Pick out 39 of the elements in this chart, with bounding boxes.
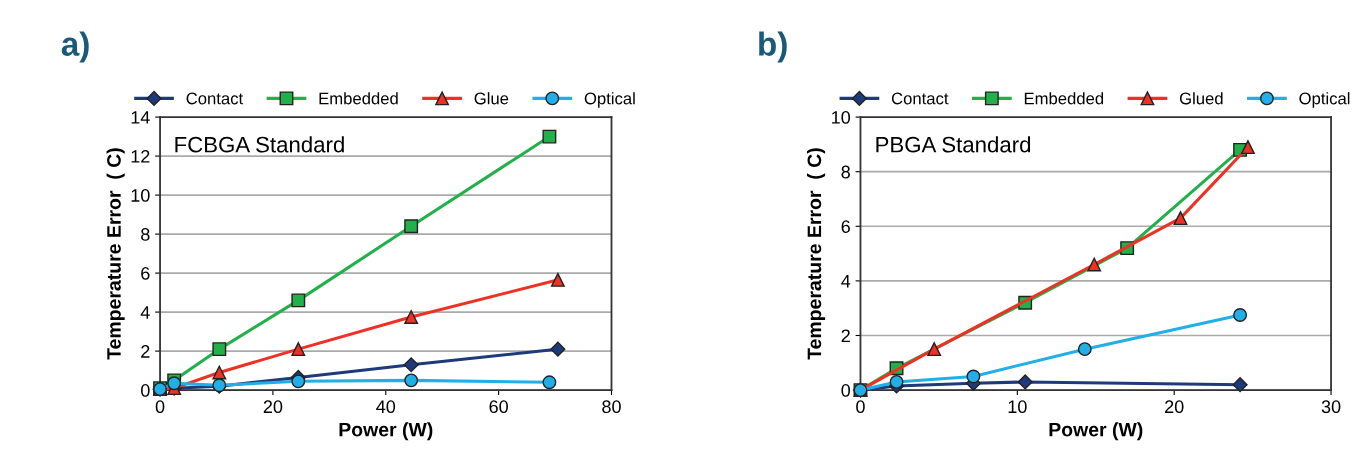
x-tick-label: 20: [263, 400, 283, 414]
legend-label: Optical: [1299, 92, 1350, 108]
y-tick-label: 6: [841, 220, 850, 234]
y-tick-label: 0: [841, 384, 851, 397]
y-tick-label: 6: [141, 267, 150, 280]
y-tick-label: 10: [131, 189, 150, 202]
legend-label: Embedded: [319, 92, 398, 105]
x-tick-label: 60: [489, 400, 508, 414]
x-tick-label: 40: [376, 400, 396, 414]
y-tick-label: 2: [841, 329, 850, 343]
x-tick-label: 80: [602, 400, 621, 414]
legend-label: Glued: [1179, 92, 1223, 105]
x-tick-label: 0: [856, 400, 865, 414]
y-tick-label: 14: [131, 111, 150, 124]
y-tick-label: 0: [141, 384, 150, 397]
x-axis-title: Power (W): [1049, 422, 1143, 441]
y-tick-label: 4: [841, 275, 851, 288]
y-tick-label: 2: [141, 345, 150, 358]
legend-label: Glue: [474, 92, 509, 105]
chart-title: b): [759, 31, 787, 63]
chart-title: a): [61, 31, 89, 63]
legend-label: Embedded: [1024, 92, 1104, 105]
annotation: PBGA Standard: [876, 136, 1031, 153]
y-tick-label: 8: [841, 165, 850, 179]
y-tick-label: 10: [832, 111, 851, 124]
y-tick-label: 8: [141, 228, 150, 241]
legend-label: Optical: [584, 92, 635, 108]
x-tick-label: 10: [1008, 400, 1027, 414]
x-axis-title: Power (W): [339, 422, 433, 441]
y-axis-title: Temperature Error ( C): [106, 148, 125, 360]
y-tick-label: 12: [131, 150, 150, 163]
x-tick-label: 20: [1165, 400, 1184, 414]
annotation: FCBGA Standard: [175, 136, 344, 153]
y-axis-title: Temperature Error ( C): [806, 148, 826, 360]
legend-label: Contact: [186, 92, 244, 105]
y-tick-label: 4: [140, 306, 150, 319]
x-tick-label: 30: [1321, 400, 1341, 414]
legend-label: Contact: [891, 92, 949, 105]
x-tick-label: 0: [155, 400, 165, 414]
